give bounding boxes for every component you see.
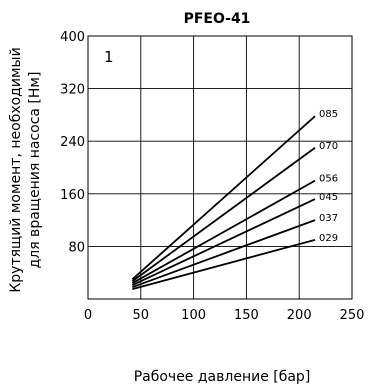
series-label-070: 070: [319, 141, 338, 152]
x-tick-label: 250: [340, 308, 365, 323]
x-tick-label: 150: [234, 308, 259, 323]
y-axis-label-line1: Крутящий момент, необходимый: [8, 47, 24, 292]
y-tick-label: 400: [60, 30, 85, 45]
series-line-037: [132, 219, 316, 289]
series-label-045: 045: [319, 192, 338, 203]
series-line-045: [131, 198, 316, 287]
plot-frame: [87, 35, 353, 300]
series-line-070: [131, 147, 316, 282]
panel-label: 1: [104, 48, 114, 66]
series-labels: 085 070 056 045 037 029: [319, 109, 338, 244]
x-tick-label: 100: [181, 308, 206, 323]
grid: [88, 36, 352, 299]
chart-title: PFEO-41: [184, 11, 251, 27]
series-line-056: [131, 179, 316, 285]
y-tick-label: 240: [60, 135, 85, 150]
series-label-056: 056: [319, 174, 338, 185]
x-axis-label: Рабочее давление [бар]: [134, 369, 311, 385]
x-tick-label: 200: [287, 308, 312, 323]
y-tick-label: 80: [68, 240, 85, 255]
series-line-085: [131, 115, 316, 280]
series-label-085: 085: [319, 109, 338, 120]
y-tick-label: 320: [60, 83, 85, 98]
series-label-029: 029: [319, 233, 338, 244]
x-tick-label: 0: [84, 308, 92, 323]
series-lines: [131, 115, 316, 291]
series-line-029: [132, 238, 316, 291]
y-ticks: 80 160 240 320 400: [60, 30, 85, 255]
x-ticks: 0 50 100 150 200 250: [84, 308, 365, 323]
series-label-037: 037: [319, 213, 338, 224]
y-axis-label-line2: для вращения насоса [Нм]: [27, 72, 43, 269]
y-tick-label: 160: [60, 188, 85, 203]
x-tick-label: 50: [133, 308, 150, 323]
